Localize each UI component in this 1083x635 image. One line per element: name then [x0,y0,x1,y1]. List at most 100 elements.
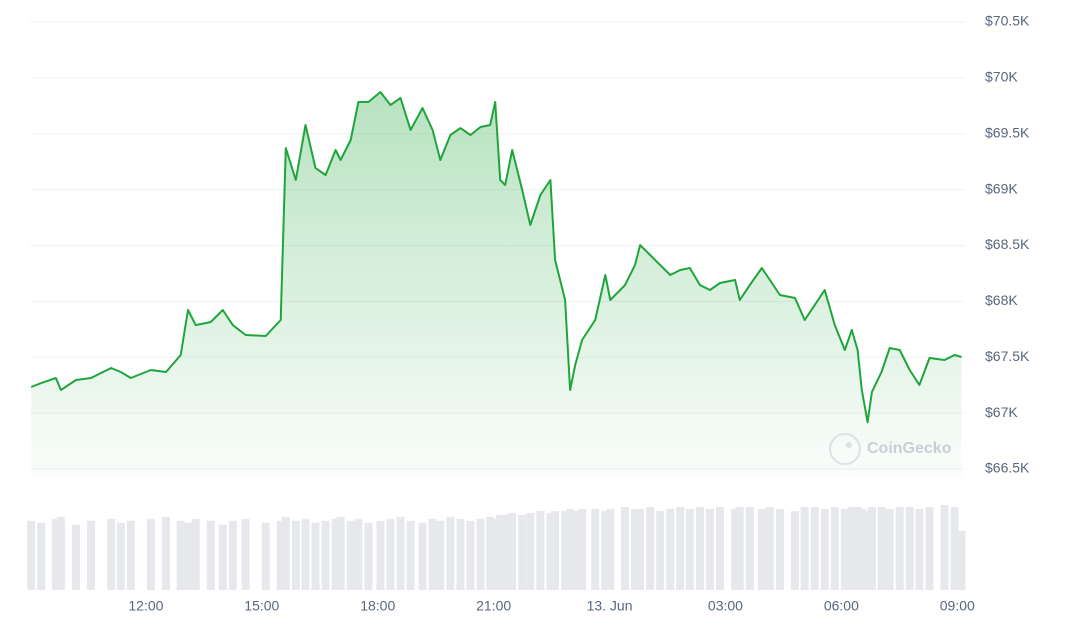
volume-bar [406,520,415,590]
volume-bar [146,518,155,590]
y-tick-label: $67.5K [985,348,1030,364]
volume-bar [281,516,290,590]
volume-bar [847,506,856,590]
volume-bar [301,518,310,590]
volume-bar [162,516,170,590]
volume-bar [116,522,125,590]
y-tick-label: $68K [985,292,1018,308]
volume-bar [571,510,580,590]
volume-bar [37,522,46,590]
volume-bar [867,506,876,590]
volume-bar [276,520,285,590]
volume-bar [376,520,385,590]
volume-bar [551,510,560,590]
volume-bar [591,508,600,590]
volume-bar [950,506,959,590]
volume-bar [354,518,363,590]
volume-bar [857,508,866,590]
volume-bar [261,522,270,590]
volume-bar [176,520,185,590]
volume-bar [656,510,665,590]
plot [30,91,962,478]
x-tick-label: 13. Jun [587,598,633,614]
volume-bar [925,506,934,590]
volume-bar [331,518,340,590]
volume-bar [631,508,640,590]
volume-bar [311,522,320,590]
volume-bar [126,520,135,590]
volume-bar [863,510,872,590]
volume-bar [27,520,36,590]
y-tick-label: $69.5K [985,124,1030,140]
watermark: CoinGecko [867,440,952,457]
area-fill [31,92,962,478]
x-tick-label: 12:00 [128,598,163,614]
y-tick-label: $67K [985,404,1018,420]
volume-bar [695,506,704,590]
volume-bar [676,506,685,590]
x-tick-label: 15:00 [244,598,279,614]
volume-bar [71,524,80,590]
volume-bar [666,508,675,590]
volume-bar [291,520,300,590]
volume-bar [940,505,949,590]
volume-bar [386,518,395,590]
volume-bar [501,514,510,590]
y-tick-label: $69K [985,180,1018,196]
x-tick-label: 18:00 [360,598,395,614]
volume-bar [830,506,839,590]
volume-bar [466,520,475,590]
x-tick-label: 06:00 [824,598,859,614]
volume-bar [364,522,373,590]
volume-bar [775,508,784,590]
volume-bar [491,518,500,590]
volume-bar [418,522,427,590]
volume-bar [56,516,65,590]
volume-bar [486,516,495,590]
volume-bar [820,508,829,590]
volume-bar [731,508,740,590]
volume-bar [765,506,774,590]
volume-bar [840,508,849,590]
x-tick-label: 21:00 [476,598,511,614]
volume-bar [716,506,725,590]
x-tick-label: 03:00 [708,598,743,614]
volume-bar [218,524,227,590]
volume-bar [745,506,754,590]
volume-bar [885,508,894,590]
volume-bar [957,530,966,590]
volume-bar [877,506,886,590]
y-tick-label: $68.5K [985,236,1030,252]
price-line [30,91,962,424]
volume-bar [636,508,645,590]
volume-bar [526,512,535,590]
volume-bar [685,508,694,590]
volume-bar [578,508,587,590]
volume-bar [706,508,714,590]
volume-bar [396,516,405,590]
volume-bar [456,518,465,590]
volume-bar [518,514,527,590]
volume-bar [566,508,575,590]
volume-bar [800,506,809,590]
volume-bar [107,518,116,590]
volume-bar [601,510,610,590]
volume-bar [810,506,819,590]
volume-bar [241,518,250,590]
watermark-eye [846,442,852,448]
volume-bar [336,516,345,590]
y-tick-label: $70K [985,69,1018,85]
x-tick-label: 09:00 [940,598,975,614]
volume-bar [895,506,904,590]
volume-bar [757,508,766,590]
y-tick-label: $70.5K [985,13,1030,29]
volume-bar [87,520,96,590]
watermark-logo [829,433,861,465]
volume-bar [184,522,193,590]
volume-bar [508,512,517,590]
volume-bar [606,508,615,590]
volume-bar [51,518,60,590]
volume-bar [206,520,215,590]
volume-bar [536,510,545,590]
